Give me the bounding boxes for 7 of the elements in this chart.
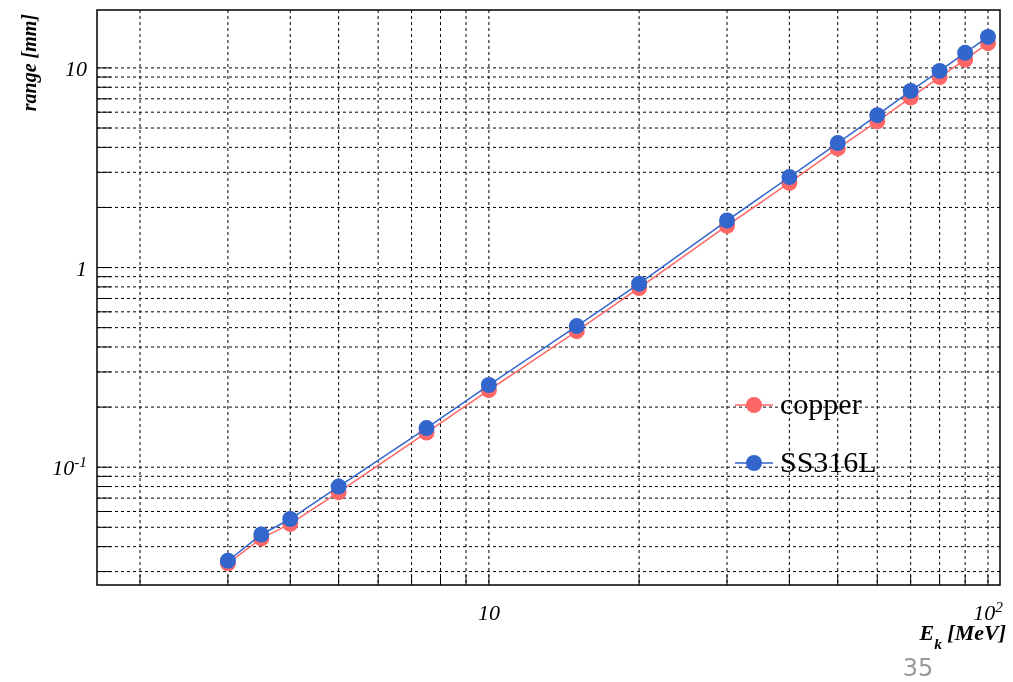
- y-axis-title: range [mm]: [18, 13, 41, 112]
- y-tick-label: 10$^{-1}$: [52, 452, 87, 481]
- legend-label: SS316L: [780, 445, 877, 478]
- y-tick-label: 1: [76, 255, 87, 281]
- legend-label: copper: [780, 387, 862, 420]
- text: 35: [902, 654, 934, 682]
- y-tick-label: 10: [65, 55, 87, 81]
